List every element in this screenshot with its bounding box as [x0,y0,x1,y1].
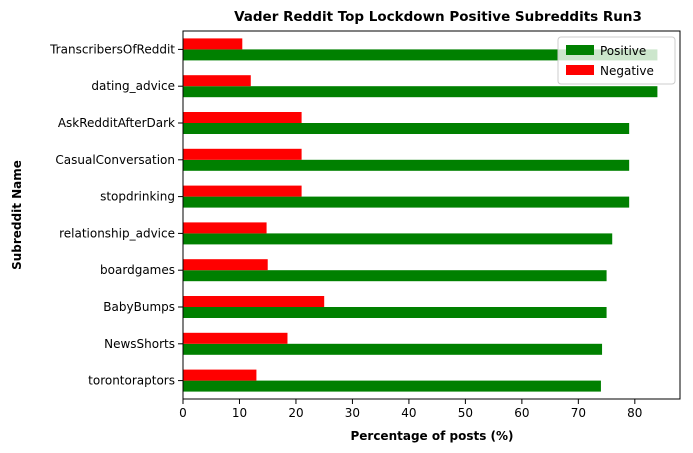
y-tick-label-7: BabyBumps [103,300,175,314]
bar-positive-1 [183,86,658,98]
y-tick-label-4: stopdrinking [100,190,175,204]
y-axis-label: Subreddit Name [10,160,24,270]
x-tick-label-6: 60 [514,406,529,420]
legend-label-positive: Positive [600,44,646,58]
y-tick-label-5: relationship_advice [59,226,175,240]
y-tick-label-1: dating_advice [91,79,175,93]
bar-positive-8 [183,343,603,355]
bar-positive-0 [183,49,658,61]
x-axis-ticks: 0 10 20 30 40 50 60 70 80 [179,399,642,420]
x-tick-label-0: 0 [179,406,187,420]
x-tick-label-7: 70 [571,406,586,420]
bar-negative-9 [183,369,257,381]
x-tick-label-4: 40 [401,406,416,420]
y-tick-label-2: AskRedditAfterDark [58,116,175,130]
x-tick-label-1: 10 [232,406,247,420]
y-tick-label-6: boardgames [100,263,175,277]
x-tick-label-8: 80 [627,406,642,420]
bar-negative-1 [183,75,251,87]
bars-group [183,38,658,392]
bar-negative-4 [183,185,302,197]
bar-negative-8 [183,332,288,344]
bar-positive-9 [183,380,601,392]
bar-negative-0 [183,38,243,50]
y-axis-ticks: TranscribersOfReddit dating_advice AskRedd… [49,42,183,388]
x-axis-label: Percentage of posts (%) [350,429,513,443]
y-tick-label-3: CasualConversation [55,153,175,167]
bar-positive-4 [183,196,630,208]
bar-positive-3 [183,159,630,171]
legend: Positive Negative [557,36,676,85]
bar-negative-7 [183,296,325,307]
bar-positive-5 [183,233,613,245]
x-tick-label-3: 30 [345,406,360,420]
legend-swatch-negative [566,65,594,75]
x-tick-label-5: 50 [458,406,473,420]
legend-swatch-positive [566,45,594,55]
bar-positive-7 [183,307,607,318]
bar-negative-2 [183,112,302,123]
bar-positive-6 [183,270,607,282]
x-tick-label-2: 20 [288,406,303,420]
chart-title: Vader Reddit Top Lockdown Positive Subre… [234,9,642,25]
bar-negative-3 [183,148,302,160]
y-tick-label-9: torontoraptors [88,374,175,388]
legend-label-negative: Negative [600,64,654,78]
plot-frame [182,30,681,400]
y-tick-label-0: TranscribersOfReddit [49,42,175,56]
bar-negative-5 [183,222,267,234]
y-tick-label-8: NewsShorts [104,337,175,351]
bar-positive-2 [183,123,630,134]
bar-negative-6 [183,259,268,271]
